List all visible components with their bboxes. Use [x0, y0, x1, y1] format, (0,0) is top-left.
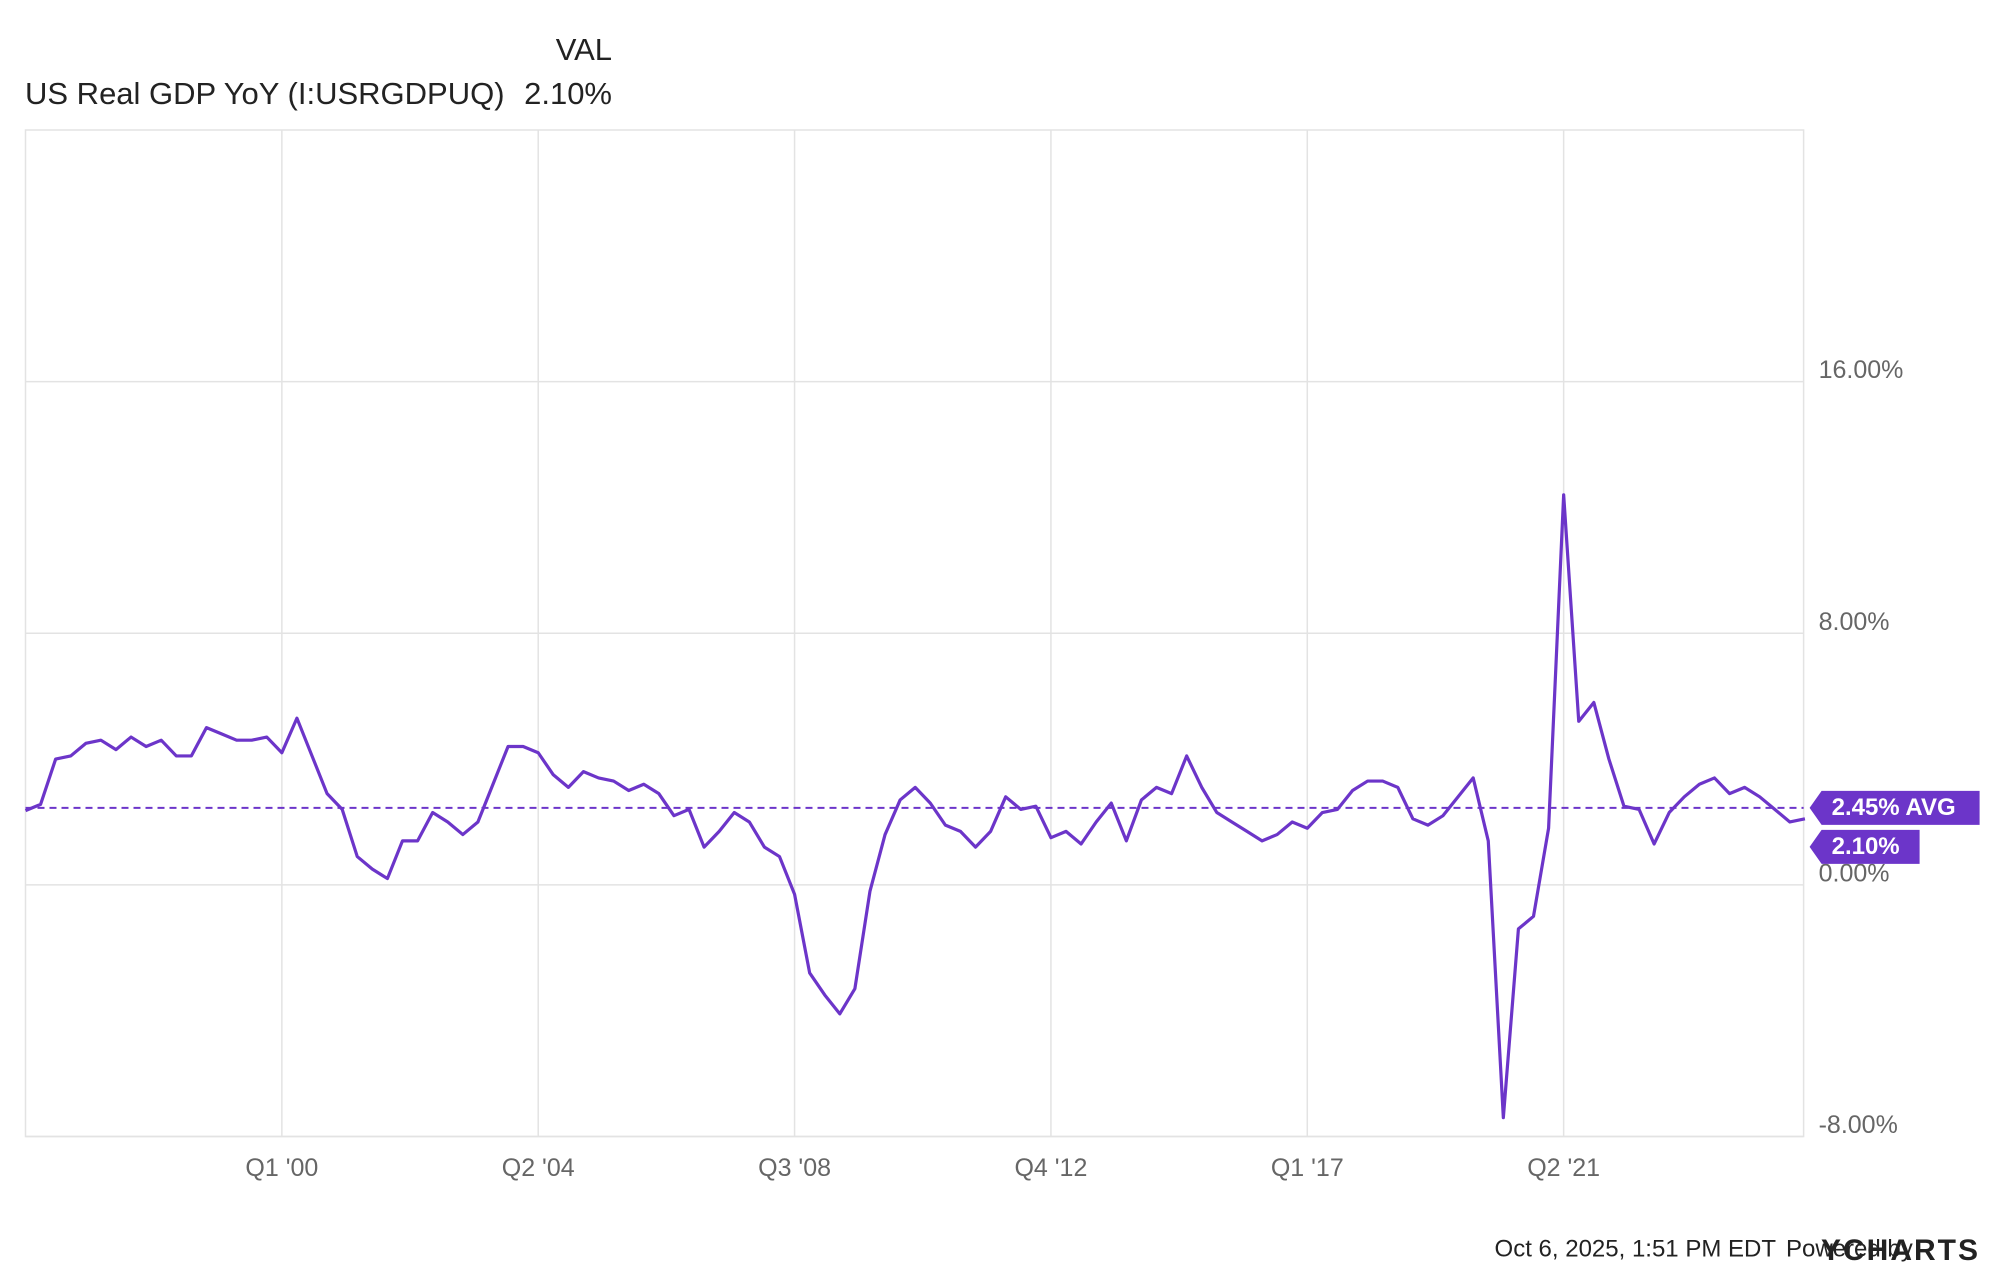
footer-powered-by: Powered by — [1786, 1235, 1913, 1262]
y-tick-label: 0.00% — [1819, 859, 1890, 887]
x-tick-label: Q1 '17 — [1271, 1154, 1344, 1182]
x-tick-label: Q2 '04 — [502, 1154, 575, 1182]
legend-header: VAL — [556, 32, 612, 67]
x-tick-label: Q2 '21 — [1527, 1154, 1600, 1182]
last-value-tag-bg — [1809, 829, 1920, 864]
series-line — [24, 493, 1806, 1120]
y-tick-label: 8.00% — [1819, 608, 1890, 636]
x-tick-label: Q1 '00 — [245, 1154, 318, 1182]
footer-brand: YCHARTS — [1821, 1234, 1980, 1267]
y-tick-label: 16.00% — [1819, 356, 1904, 384]
footer-timestamp: Oct 6, 2025, 1:51 PM EDT — [1495, 1235, 1777, 1262]
legend-series-value: 2.10% — [524, 76, 612, 111]
x-tick-label: Q4 '12 — [1014, 1154, 1087, 1182]
legend-series-name: US Real GDP YoY (I:USRGDPUQ) — [25, 76, 505, 111]
y-tick-label: -8.00% — [1819, 1111, 1898, 1139]
x-tick-label: Q3 '08 — [758, 1154, 831, 1182]
last-value-tag: 2.10% — [1832, 833, 1900, 860]
average-tag: 2.45% AVG — [1832, 794, 1956, 821]
average-tag-bg — [1809, 790, 1980, 825]
